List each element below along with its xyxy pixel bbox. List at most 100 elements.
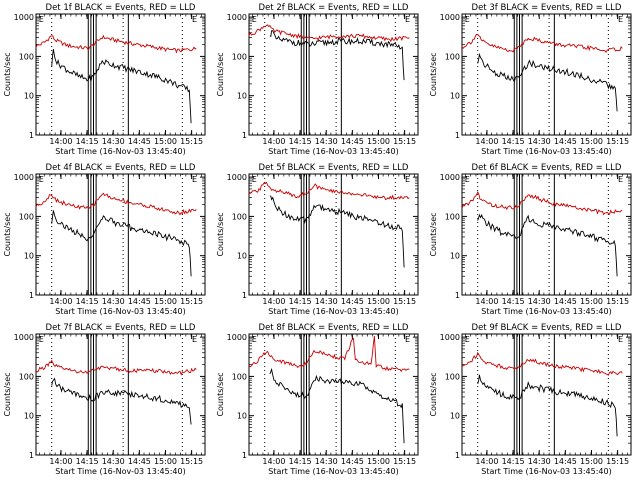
plot-frame [461,173,632,296]
y-axis-label: Counts/sec [216,52,225,96]
x-tick-label: 15:00 [154,297,177,306]
y-tick-label: 1 [29,131,34,140]
y-tick-label: 10 [24,412,34,421]
x-tick-label: 14:30 [528,297,551,306]
x-tick-label: 14:00 [49,457,72,466]
panel-title: Det 6f BLACK = Events, RED = LLD [472,163,622,173]
x-tick-label: 14:30 [102,137,125,146]
lld-series-line [35,359,197,376]
x-tick-label: 15:15 [393,137,416,146]
x-tick-label: 15:00 [154,137,177,146]
x-tick-label: 15:00 [154,457,177,466]
y-tick-label: 10 [450,252,460,261]
x-tick-label: 14:15 [502,137,525,146]
marker-label: E [465,15,470,24]
x-tick-label: 14:00 [475,457,498,466]
marker-label: E [252,15,257,24]
x-tick-label: 14:45 [554,457,577,466]
events-series-line [51,210,192,277]
x-tick-label: 14:45 [341,137,364,146]
plot-frame [248,13,419,136]
y-axis-label: Counts/sec [429,212,438,256]
y-tick-label: 10 [237,252,247,261]
events-series-line [477,52,618,112]
y-tick-label: 100 [19,52,34,61]
x-tick-label: 15:15 [393,297,416,306]
y-tick-label: 10 [237,92,247,101]
detector-panel: Det 7f BLACK = Events, RED = LLD 1 10 100 10… [0,320,213,480]
x-tick-label: 14:30 [315,457,338,466]
y-tick-label: 100 [445,212,460,221]
marker-label: E [39,15,44,24]
y-tick-label: 10 [450,92,460,101]
plot-frame [461,13,632,136]
marker-label: E [618,335,623,344]
x-tick-label: 15:00 [367,137,390,146]
y-tick-label: 100 [445,372,460,381]
y-tick-label: 1 [29,291,34,300]
y-axis-label: Counts/sec [216,212,225,256]
panel-title: Det 8f BLACK = Events, RED = LLD [259,323,409,333]
marker-label: E [618,15,623,24]
y-tick-label: 1000 [14,13,34,22]
x-tick-label: 15:00 [367,297,390,306]
x-tick-label: 15:15 [180,137,203,146]
y-tick-label: 1 [455,451,460,460]
x-tick-label: 15:15 [180,297,203,306]
lld-series-line [248,24,410,43]
y-tick-label: 100 [232,212,247,221]
y-tick-label: 1000 [227,333,247,342]
x-tick-label: 15:15 [606,297,629,306]
y-tick-label: 1 [242,131,247,140]
y-tick-label: 1 [242,291,247,300]
panel-plot: Det 8f BLACK = Events, RED = LLD 1 10 100 10… [216,323,419,476]
y-tick-label: 100 [445,52,460,61]
marker-label: E [465,335,470,344]
x-tick-label: 14:30 [528,457,551,466]
x-tick-label: 14:00 [49,137,72,146]
marker-label: E [618,175,623,184]
x-tick-label: 15:15 [606,137,629,146]
x-tick-label: 14:15 [289,137,312,146]
detector-panel: Det 3f BLACK = Events, RED = LLD 1 10 100 10… [426,0,639,160]
x-tick-label: 14:00 [475,297,498,306]
lld-series-line [461,191,623,216]
x-axis-label: Start Time (16-Nov-03 13:45:40) [268,467,398,476]
x-axis-label: Start Time (16-Nov-03 13:45:40) [481,467,611,476]
detector-panel: Det 8f BLACK = Events, RED = LLD 1 10 100 10… [213,320,426,480]
x-axis-label: Start Time (16-Nov-03 13:45:40) [481,307,611,316]
marker-label: E [39,335,44,344]
events-series-line [51,49,192,124]
lld-series-line [461,34,623,54]
detector-panel: Det 6f BLACK = Events, RED = LLD 1 10 100 10… [426,160,639,320]
y-axis-label: Counts/sec [3,372,12,416]
x-tick-label: 14:00 [475,137,498,146]
lld-series-line [461,351,623,376]
events-series-line [477,374,618,437]
x-tick-label: 14:45 [554,297,577,306]
x-tick-label: 14:00 [262,297,285,306]
y-tick-label: 100 [232,52,247,61]
y-tick-label: 1000 [440,333,460,342]
events-series-line [269,367,405,444]
detector-panel: Det 2f BLACK = Events, RED = LLD 1 10 100 10… [213,0,426,160]
x-tick-label: 14:45 [128,297,151,306]
marker-label: E [405,175,410,184]
x-tick-label: 15:00 [580,137,603,146]
x-tick-label: 14:15 [289,457,312,466]
y-tick-label: 10 [24,252,34,261]
events-series-line [477,213,618,277]
panel-plot: Det 9f BLACK = Events, RED = LLD 1 10 100 10… [429,323,632,476]
lld-series-line [35,34,197,54]
y-axis-label: Counts/sec [429,52,438,96]
x-tick-label: 14:45 [128,137,151,146]
x-tick-label: 14:15 [76,457,99,466]
panel-plot: Det 4f BLACK = Events, RED = LLD 1 10 100 10… [3,163,206,316]
y-tick-label: 100 [19,372,34,381]
y-tick-label: 100 [232,372,247,381]
plot-frame [35,333,206,456]
panel-title: Det 5f BLACK = Events, RED = LLD [259,163,409,173]
y-tick-label: 1000 [440,13,460,22]
lld-series-line [248,335,410,373]
y-tick-label: 1 [455,131,460,140]
